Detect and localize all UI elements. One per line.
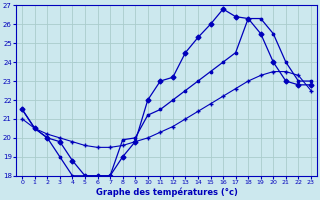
X-axis label: Graphe des températures (°c): Graphe des températures (°c) (96, 188, 237, 197)
